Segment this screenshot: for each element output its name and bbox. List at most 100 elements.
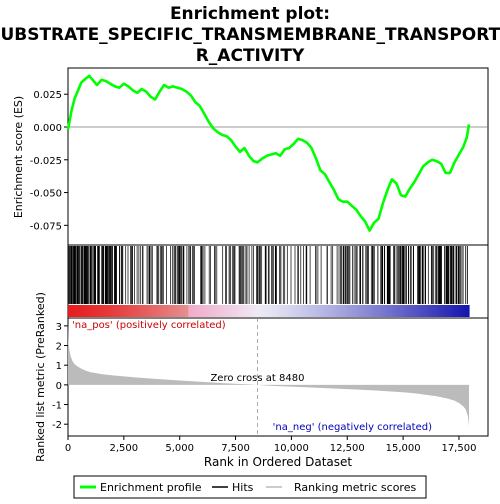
metric-y-axis: 3 2 1 0 -1 -2: [52, 322, 68, 431]
rank-color-cell: [432, 305, 437, 317]
rank-color-cell: [459, 305, 463, 317]
x-tick-label: 10,000: [274, 443, 309, 454]
rank-color-cell: [255, 305, 259, 317]
rank-color-cell: [338, 305, 343, 317]
rank-color-cell: [348, 305, 353, 317]
rank-color-cell: [84, 305, 89, 317]
rank-color-cell: [258, 305, 263, 317]
rank-color-cell: [114, 305, 119, 317]
rank-color-cell: [352, 305, 356, 317]
metric-x-axis: 0 2,500 5,000 7,500 10,000 12,500 15,000 17,500: [65, 436, 476, 454]
legend-metric-label: Ranking metric scores: [294, 481, 416, 494]
rank-color-cell: [238, 305, 243, 317]
es-y-axis-label: Enrichment score (ES): [12, 96, 25, 218]
metric-y-tick-label: -1: [52, 401, 62, 412]
rank-color-cell: [452, 305, 457, 317]
rank-color-cell: [295, 305, 300, 317]
rank-color-cell: [268, 305, 273, 317]
rank-color-cell: [402, 305, 407, 317]
rank-color-cell: [185, 305, 189, 317]
rank-color-cell: [151, 305, 156, 317]
chart-title-line-2: SUBSTRATE_SPECIFIC_TRANSMEMBRANE_TRANSPO…: [0, 25, 500, 45]
rank-color-cell: [275, 305, 280, 317]
rank-color-cell: [418, 305, 423, 317]
rank-color-cell: [121, 305, 126, 317]
rank-color-cell: [298, 305, 303, 317]
rank-color-cell: [81, 305, 86, 317]
es-panel-frame: [67, 67, 489, 246]
rank-color-cell: [154, 305, 159, 317]
rank-color-cell: [301, 305, 306, 317]
rank-color-cell: [164, 305, 169, 317]
rank-color-cell: [455, 305, 460, 317]
rank-color-cell: [251, 305, 256, 317]
metric-y-tick-label: 1: [56, 361, 62, 372]
rank-color-cell: [205, 305, 209, 317]
rank-color-cell: [98, 305, 102, 317]
rank-color-cell: [141, 305, 146, 317]
rank-color-cell: [345, 305, 350, 317]
rank-color-cell: [322, 305, 326, 317]
rank-color-cell: [181, 305, 186, 317]
es-y-tick-label: -0.075: [30, 221, 62, 232]
rank-color-cell: [271, 305, 276, 317]
rank-color-cell: [144, 305, 149, 317]
x-tick-label: 5,000: [165, 443, 194, 454]
rank-color-cell: [375, 305, 380, 317]
legend-enrichment-label: Enrichment profile: [100, 481, 202, 494]
rank-color-cell: [221, 305, 226, 317]
rank-color-cell: [174, 305, 179, 317]
rank-color-cell: [208, 305, 213, 317]
metric-y-axis-label: Ranked list metric (PreRanked): [34, 292, 47, 462]
es-y-tick-label: -0.025: [30, 156, 62, 167]
rank-color-cell: [128, 305, 133, 317]
chart-title-line-3: R_ACTIVITY: [196, 46, 305, 66]
rank-color-strip: [68, 305, 470, 317]
rank-color-cell: [311, 305, 316, 317]
rank-color-cell: [104, 305, 109, 317]
rank-color-cell: [74, 305, 79, 317]
rank-color-cell: [235, 305, 239, 317]
legend-hits-label: Hits: [232, 481, 254, 494]
rank-color-cell: [428, 305, 433, 317]
rank-color-cell: [438, 305, 443, 317]
rank-color-cell: [462, 305, 467, 317]
rank-color-cell: [158, 305, 163, 317]
rank-color-cell: [71, 305, 76, 317]
rank-color-cell: [318, 305, 323, 317]
rank-color-cell: [449, 305, 453, 317]
rank-color-cell: [138, 305, 143, 317]
x-tick-label: 7,500: [221, 443, 250, 454]
rank-color-cell: [261, 305, 266, 317]
rank-color-cell: [445, 305, 450, 317]
rank-color-cell: [278, 305, 283, 317]
rank-color-cell: [425, 305, 430, 317]
rank-color-cell: [201, 305, 206, 317]
metric-y-tick-label: 0: [56, 381, 62, 392]
rank-color-cell: [332, 305, 336, 317]
rank-color-cell: [171, 305, 176, 317]
es-y-tick-label: -0.050: [30, 189, 62, 200]
metric-y-tick-label: 2: [56, 342, 62, 353]
rank-color-cell: [415, 305, 420, 317]
rank-color-cell: [392, 305, 397, 317]
rank-color-cell: [228, 305, 233, 317]
rank-color-cell: [245, 305, 249, 317]
rank-color-cell: [378, 305, 383, 317]
es-y-tick-label: 0.025: [33, 90, 62, 101]
rank-color-cell: [68, 305, 72, 317]
x-tick-label: 2,500: [110, 443, 139, 454]
rank-color-cell: [148, 305, 153, 317]
x-axis-label: Rank in Ordered Dataset: [204, 455, 352, 469]
rank-color-cell: [101, 305, 106, 317]
rank-color-cell: [91, 305, 96, 317]
rank-color-cell: [358, 305, 363, 317]
rank-color-cell: [328, 305, 333, 317]
rank-color-cell: [422, 305, 427, 317]
rank-color-cell: [198, 305, 203, 317]
rank-color-cell: [124, 305, 129, 317]
hit-markers: [67, 246, 468, 304]
rank-color-cell: [385, 305, 390, 317]
